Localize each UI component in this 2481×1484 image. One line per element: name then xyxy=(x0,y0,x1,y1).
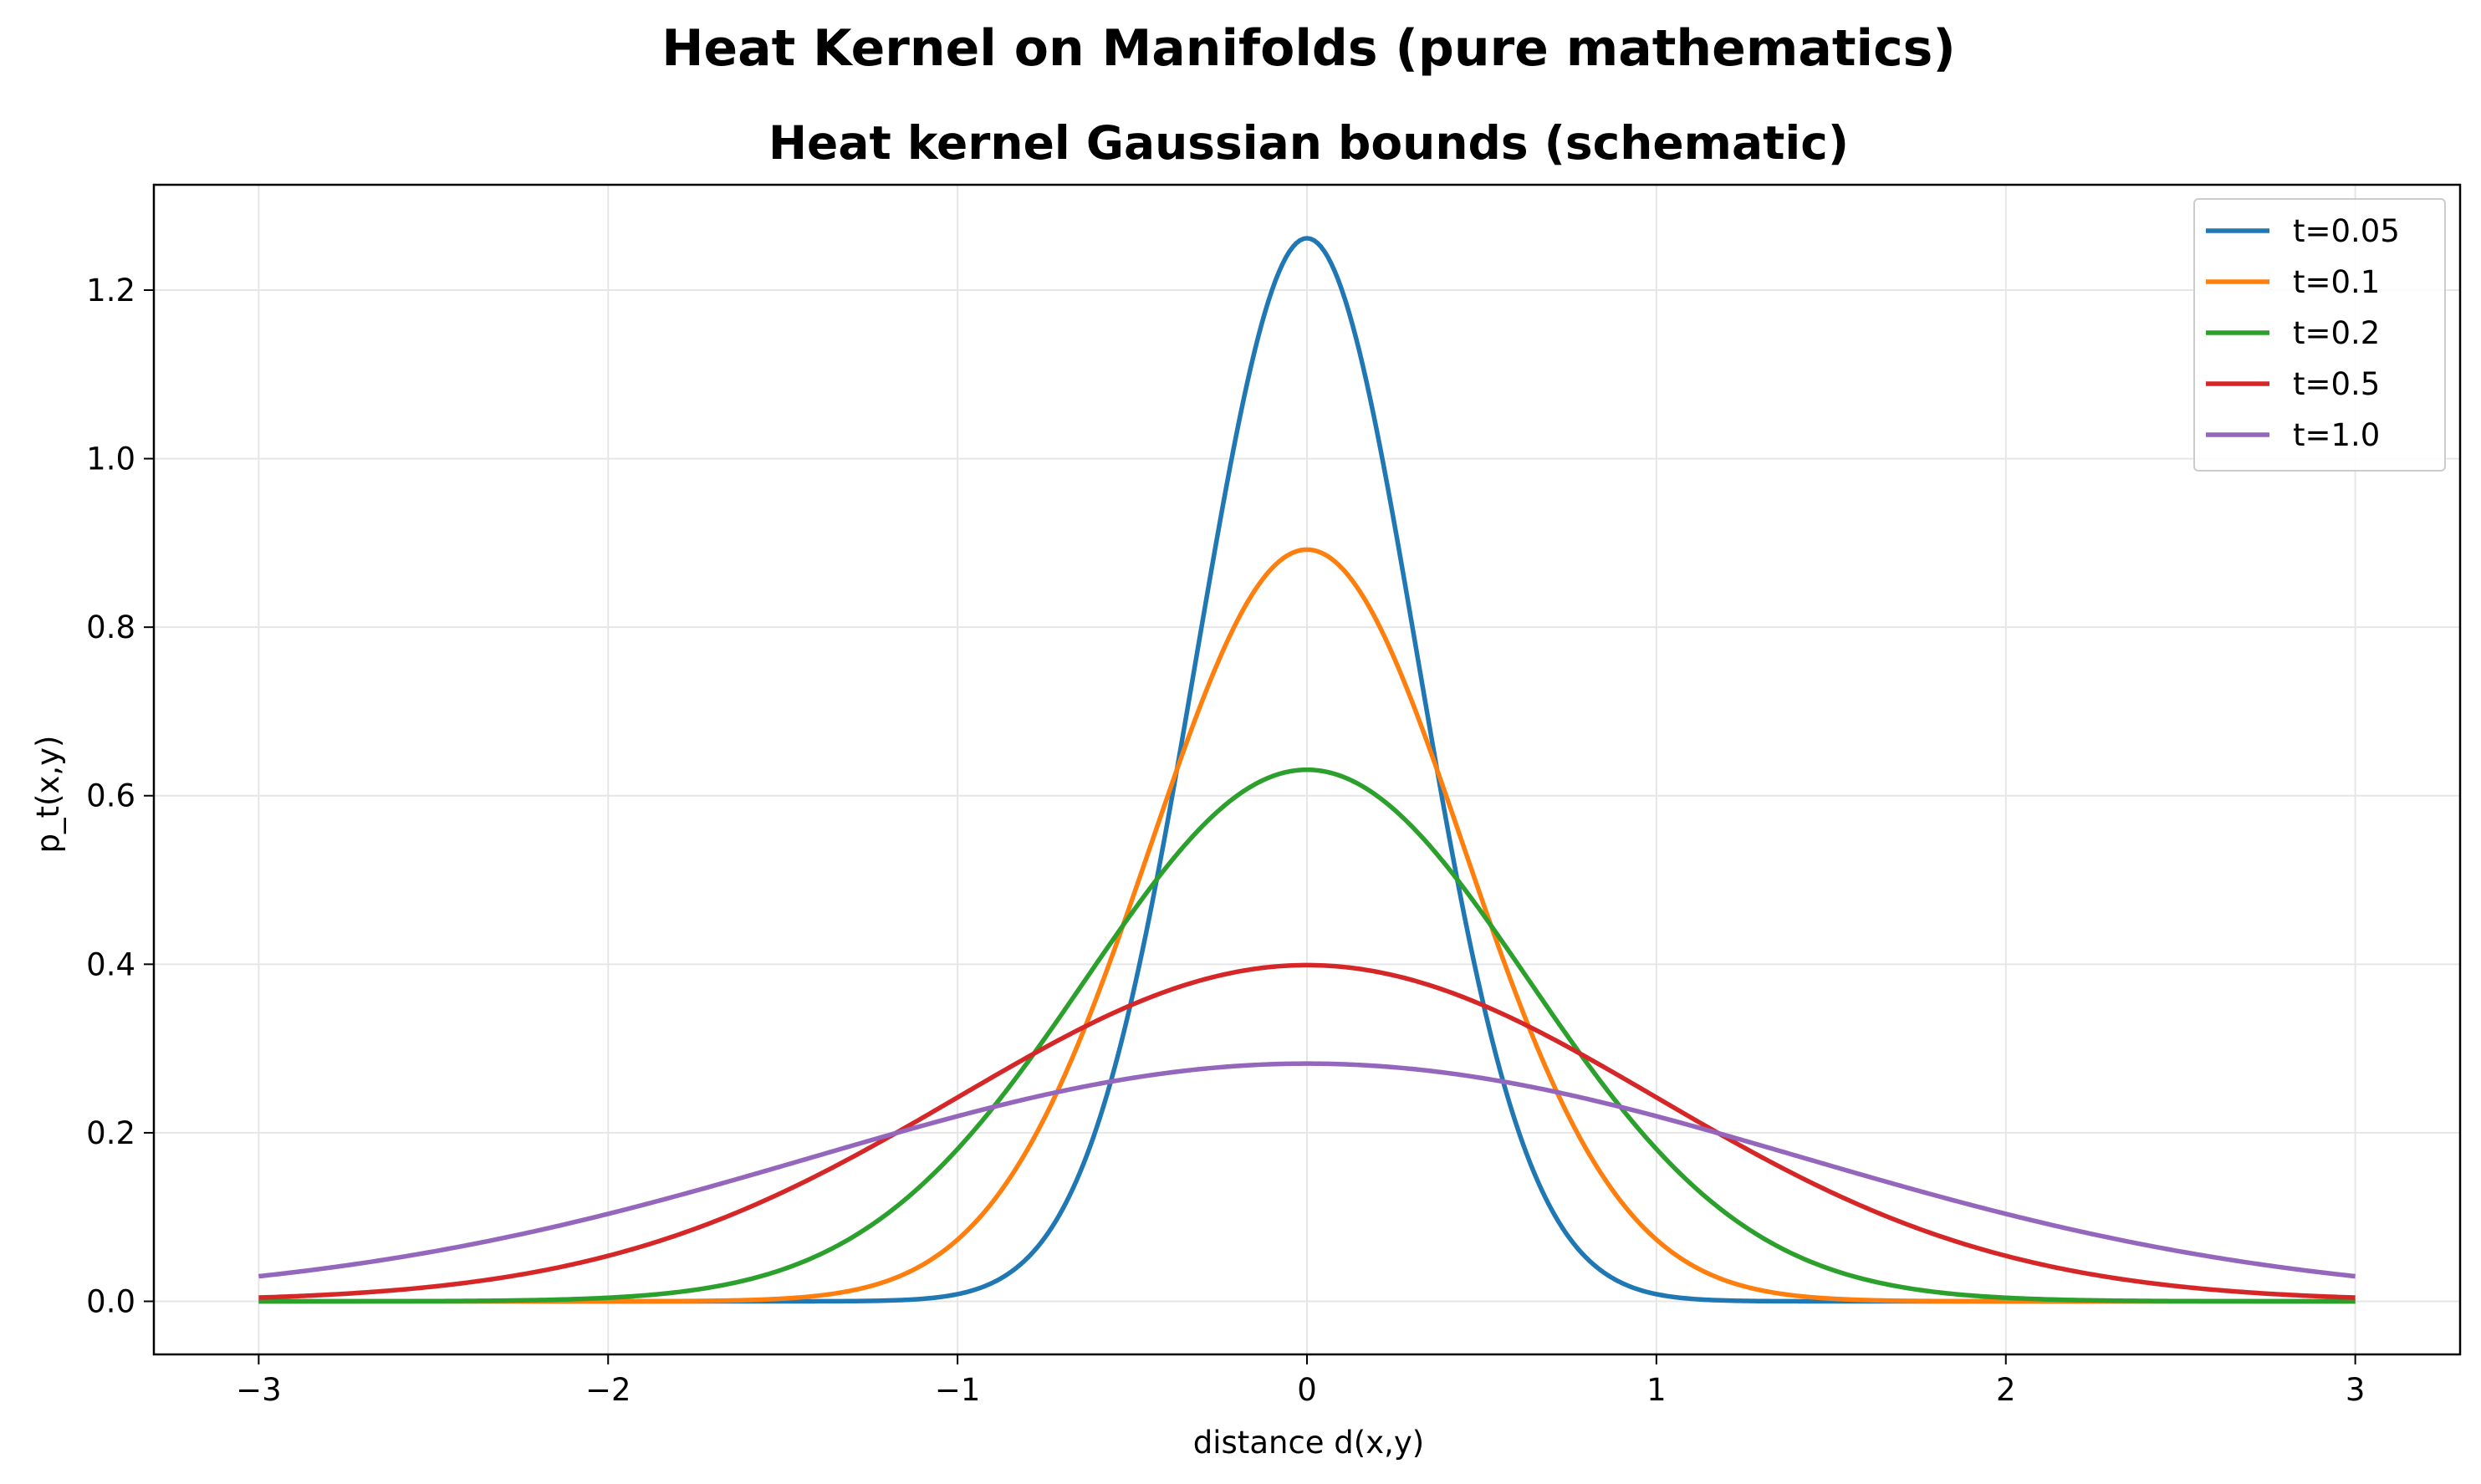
grid xyxy=(154,185,2460,1354)
x-tick-label: 3 xyxy=(2346,1372,2366,1408)
y-tick-label: 1.0 xyxy=(86,441,135,477)
y-tick-label: 0.4 xyxy=(86,946,135,982)
y-tick-label: 0.6 xyxy=(86,778,135,814)
chart-title: Heat kernel Gaussian bounds (schematic) xyxy=(768,116,1849,170)
x-tick-label: −3 xyxy=(236,1372,282,1408)
y-axis-label: p_t(x,y) xyxy=(30,736,66,854)
y-tick-label: 0.8 xyxy=(86,609,135,645)
series-line-5 xyxy=(258,1061,2356,1279)
y-tick-label: 1.2 xyxy=(86,273,135,309)
axis-ticks: −3 −2 −1 0 1 2 3 0.0 0.2 0.4 0.6 0.8 1.0 1.2 xyxy=(86,273,2365,1408)
legend: t=0.05 t=0.1 t=0.2 t=0.5 t=1.0 xyxy=(2193,198,2446,472)
legend-label: t=0.05 xyxy=(2293,213,2400,249)
series-lines xyxy=(258,236,2356,1304)
series-line-3 xyxy=(258,767,2356,1304)
plot-frame xyxy=(152,183,2462,1356)
legend-label: t=1.0 xyxy=(2293,417,2380,453)
figure-suptitle: Heat Kernel on Manifolds (pure mathemati… xyxy=(661,19,1956,78)
series-line-4 xyxy=(258,962,2356,1300)
y-tick-label: 0.2 xyxy=(86,1115,135,1151)
legend-label: t=0.2 xyxy=(2293,315,2380,351)
series-line-2 xyxy=(258,547,2356,1304)
x-tick-label: −2 xyxy=(585,1372,631,1408)
legend-box xyxy=(2193,198,2446,472)
legend-label: t=0.5 xyxy=(2293,366,2380,402)
legend-label: t=0.1 xyxy=(2293,264,2380,300)
y-tick-label: 0.0 xyxy=(86,1284,135,1320)
x-tick-label: 1 xyxy=(1646,1372,1667,1408)
x-tick-label: 0 xyxy=(1297,1372,1317,1408)
x-tick-label: 2 xyxy=(1996,1372,2016,1408)
x-tick-label: −1 xyxy=(935,1372,981,1408)
x-axis-label: distance d(x,y) xyxy=(1193,1425,1424,1461)
